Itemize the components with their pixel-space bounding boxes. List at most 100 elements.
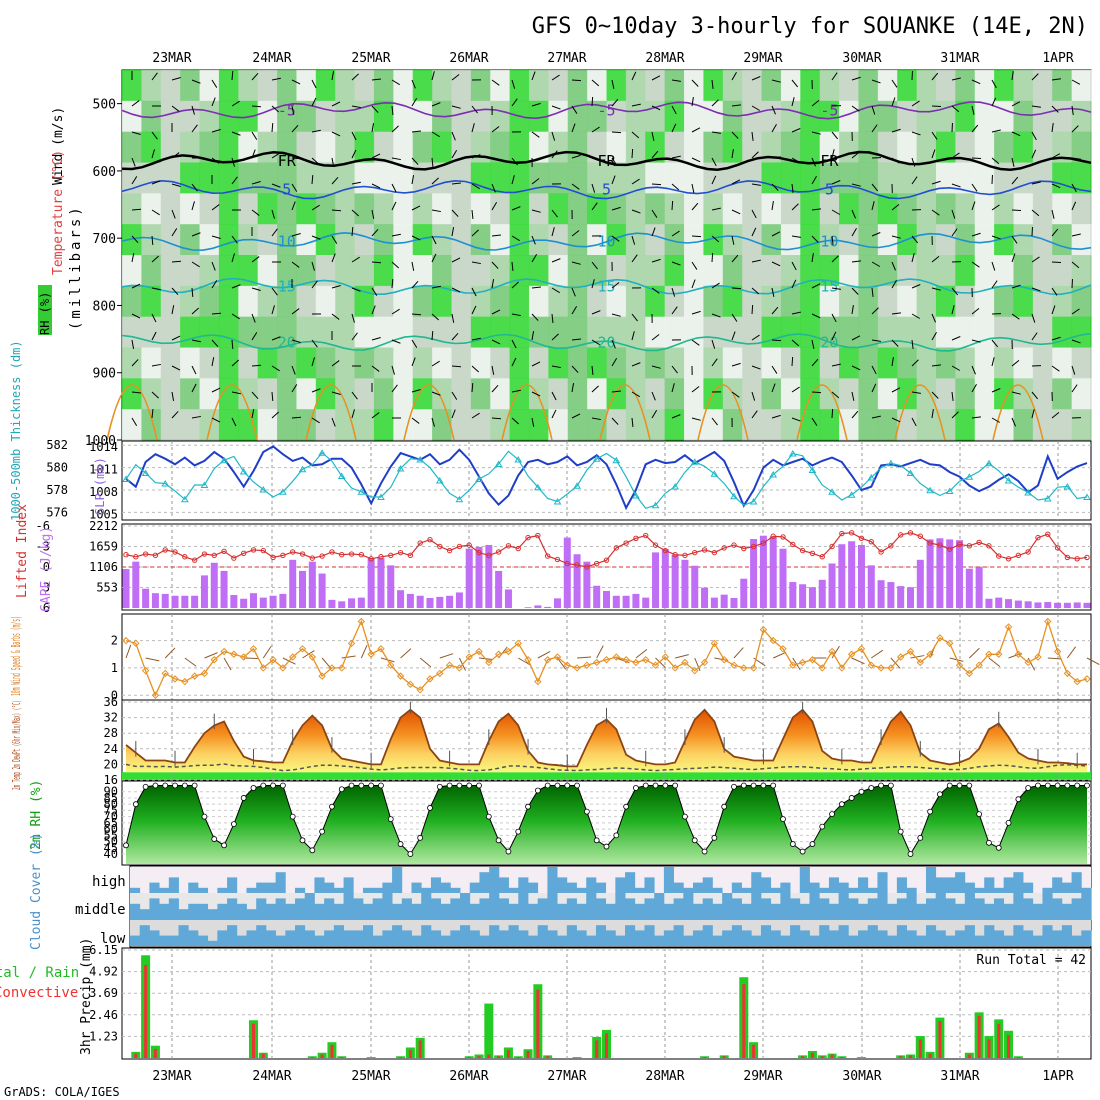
wind-barb xyxy=(131,131,141,135)
li-marker xyxy=(123,552,129,558)
cloud-bar xyxy=(566,882,577,893)
wind-barb xyxy=(1071,233,1081,237)
wind-barb xyxy=(391,183,397,193)
wind-barb xyxy=(1031,287,1041,292)
wind-barb xyxy=(671,105,677,115)
wind-barb xyxy=(791,279,797,289)
cape-bar xyxy=(200,575,208,608)
rh-cell xyxy=(160,70,181,102)
wind-barb xyxy=(231,284,241,289)
rh-cell xyxy=(1071,162,1092,194)
rh-cell xyxy=(877,193,898,225)
cape-bar xyxy=(710,597,718,608)
rh-cell xyxy=(393,347,414,379)
wind-barb xyxy=(851,183,861,187)
wind-barb xyxy=(351,287,361,292)
cloud-bar xyxy=(673,925,684,946)
wind-barb xyxy=(1051,183,1061,189)
rh-cell xyxy=(606,347,627,379)
cloud-bar xyxy=(722,930,733,946)
cloud-bar xyxy=(663,867,674,893)
wind-barb xyxy=(431,209,441,213)
wind-barb xyxy=(171,77,181,81)
wind-barb xyxy=(271,228,278,237)
wind-marker xyxy=(936,634,944,642)
cloud-bar xyxy=(518,893,529,920)
rh-cell xyxy=(218,131,239,163)
wind-barb xyxy=(511,206,521,211)
wind-barb xyxy=(811,339,815,349)
cloud-bar xyxy=(498,877,509,893)
wind-barb xyxy=(871,79,881,84)
cloud-bar xyxy=(693,903,704,920)
wind-barb xyxy=(557,657,567,670)
rh-cell xyxy=(780,285,801,318)
rh-cell xyxy=(432,70,452,102)
th-tick-left: 576 xyxy=(46,505,68,519)
wind-barb xyxy=(791,339,800,347)
slp-marker xyxy=(671,483,680,490)
wind-barb xyxy=(591,339,600,346)
li-marker xyxy=(799,547,806,554)
isotherm-label: -5 xyxy=(597,101,615,119)
rh-cell xyxy=(1032,100,1053,133)
wind-barb xyxy=(411,313,422,316)
isotherm-label: FR xyxy=(278,152,297,170)
precip-convective-bar xyxy=(742,984,746,1058)
wind-barb xyxy=(211,312,222,315)
wind-barb xyxy=(751,183,761,186)
wind-barb xyxy=(671,414,681,419)
rh-cell xyxy=(587,378,607,410)
wind-barb xyxy=(871,287,874,297)
rh-marker xyxy=(534,787,541,794)
wind-barb xyxy=(891,417,901,423)
wind-barb xyxy=(151,255,160,263)
wind-barb xyxy=(191,183,198,192)
precip-convective-bar xyxy=(310,1057,314,1058)
top-date-label: 31MAR xyxy=(940,51,979,66)
rh-cell xyxy=(199,131,220,163)
isotherm-label: 10 xyxy=(820,233,838,251)
precip-run-total: Run Total = 42 xyxy=(976,953,1086,968)
li-marker xyxy=(721,545,727,551)
li-marker xyxy=(927,540,933,546)
rh-cell xyxy=(877,224,898,256)
cloud-bar xyxy=(984,903,995,920)
wind-barb xyxy=(1051,365,1060,372)
rh-cell xyxy=(451,70,472,102)
wind-barb xyxy=(491,279,495,289)
wind-barb xyxy=(231,100,240,107)
wind-barb xyxy=(870,649,884,659)
wind-barb xyxy=(491,157,501,161)
cape-bar xyxy=(848,541,856,608)
wind-marker xyxy=(288,653,297,661)
cloud-bar xyxy=(1023,882,1034,893)
rh-cell xyxy=(800,285,821,318)
cloud-bar xyxy=(644,898,655,920)
top-date-label: 26MAR xyxy=(449,51,488,66)
rh-cell xyxy=(916,131,937,163)
wind-barb xyxy=(331,360,340,367)
rh-cell xyxy=(160,193,181,225)
cloud-bar xyxy=(479,898,490,920)
wind-marker xyxy=(720,656,728,664)
cloud-bar xyxy=(498,930,509,946)
cloud-bar xyxy=(547,867,558,893)
wind-barb xyxy=(471,209,474,220)
wind-barb xyxy=(711,207,721,211)
wind-barb xyxy=(1071,183,1077,193)
rh-cell xyxy=(916,224,937,256)
wind-barb xyxy=(651,227,656,237)
wind-barb xyxy=(291,183,298,192)
cloud-bar xyxy=(964,925,975,946)
wind-barb xyxy=(1051,123,1054,133)
rh-cell xyxy=(703,224,724,256)
rh-cell xyxy=(432,378,452,410)
isotherm-label: 20 xyxy=(597,333,615,351)
rh-cell xyxy=(509,409,530,441)
bottom-date-axis: 23MAR 24MAR 25MAR 26MAR 27MAR 28MAR 29MAR 30MAR… xyxy=(152,1069,1073,1084)
cape-bar xyxy=(446,595,454,608)
wind-barb xyxy=(125,644,132,659)
rh-cell xyxy=(412,100,433,133)
cloud-bar xyxy=(343,893,354,920)
